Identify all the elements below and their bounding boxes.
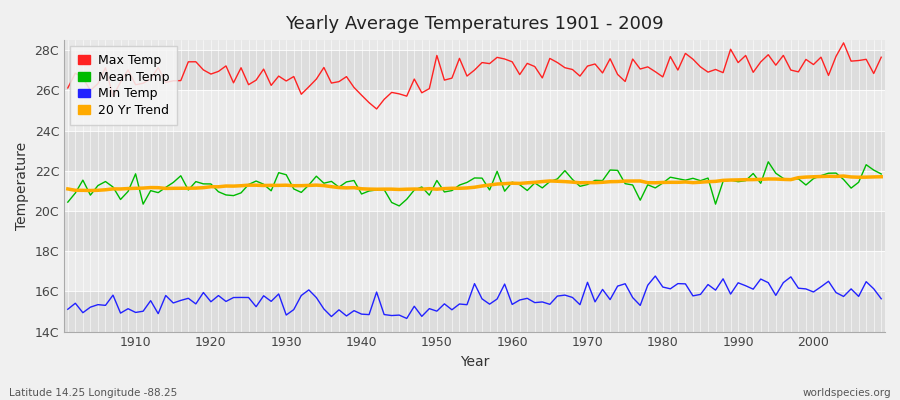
Mean Temp [394, 204, 405, 208]
20 Yr Trend [62, 186, 73, 191]
Bar [64, 211, 885, 251]
Mean Temp [62, 200, 73, 204]
Text: worldspecies.org: worldspecies.org [803, 388, 891, 398]
Max Temp [288, 74, 299, 79]
Max Temp [507, 60, 517, 64]
Max Temp [371, 106, 382, 111]
Mean Temp [334, 185, 345, 190]
Y-axis label: Temperature: Temperature [15, 142, 29, 230]
Bar [64, 291, 885, 332]
20 Yr Trend [130, 186, 141, 191]
Max Temp [876, 55, 886, 60]
Max Temp [334, 79, 345, 84]
20 Yr Trend [341, 186, 352, 190]
Text: Latitude 14.25 Longitude -88.25: Latitude 14.25 Longitude -88.25 [9, 388, 177, 398]
20 Yr Trend [296, 183, 307, 188]
Max Temp [514, 72, 525, 77]
Max Temp [838, 40, 849, 45]
Max Temp [62, 86, 73, 90]
Bar [64, 130, 885, 171]
Bar [64, 171, 885, 211]
Max Temp [122, 68, 133, 72]
Max Temp [605, 56, 616, 61]
Bar [64, 251, 885, 291]
Mean Temp [288, 186, 299, 191]
20 Yr Trend [507, 181, 517, 186]
20 Yr Trend [514, 181, 525, 186]
20 Yr Trend [605, 179, 616, 184]
Line: Max Temp: Max Temp [68, 43, 881, 109]
Bar [64, 90, 885, 130]
Min Temp [334, 308, 345, 312]
Mean Temp [514, 182, 525, 187]
Mean Temp [763, 160, 774, 164]
Min Temp [650, 274, 661, 278]
Title: Yearly Average Temperatures 1901 - 2009: Yearly Average Temperatures 1901 - 2009 [285, 15, 664, 33]
Mean Temp [122, 189, 133, 194]
Legend: Max Temp, Mean Temp, Min Temp, 20 Yr Trend: Max Temp, Mean Temp, Min Temp, 20 Yr Tre… [70, 46, 176, 125]
Min Temp [605, 297, 616, 302]
Line: 20 Yr Trend: 20 Yr Trend [68, 176, 881, 190]
Mean Temp [876, 172, 886, 176]
Min Temp [122, 306, 133, 311]
Min Temp [514, 298, 525, 302]
Min Temp [288, 307, 299, 312]
20 Yr Trend [838, 174, 849, 178]
Min Temp [507, 302, 517, 307]
Mean Temp [507, 180, 517, 184]
20 Yr Trend [85, 188, 95, 193]
Min Temp [401, 316, 412, 321]
Min Temp [62, 307, 73, 312]
Line: Mean Temp: Mean Temp [68, 162, 881, 206]
Mean Temp [605, 168, 616, 172]
20 Yr Trend [876, 174, 886, 179]
Min Temp [876, 296, 886, 301]
Bar [64, 50, 885, 90]
X-axis label: Year: Year [460, 355, 490, 369]
Line: Min Temp: Min Temp [68, 276, 881, 318]
